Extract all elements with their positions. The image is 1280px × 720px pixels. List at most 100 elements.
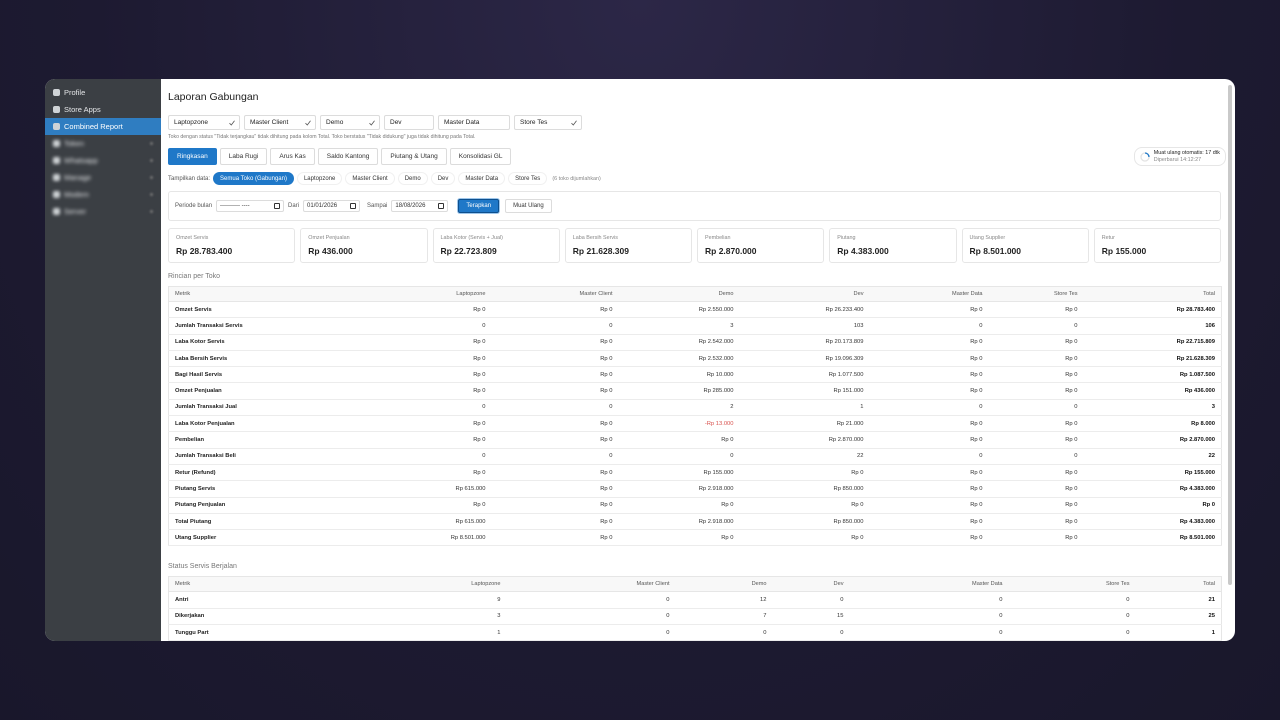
tab[interactable]: Saldo Kantong (317, 148, 379, 165)
table-cell: Rp 615.000 (368, 480, 492, 498)
sidebar-item[interactable]: Manage (45, 169, 161, 186)
table-row: Piutang Servis Rp 615.000 Rp 0 Rp 2.918.000… (168, 480, 1222, 498)
table-cell: 0 (772, 591, 850, 609)
column-header: Total (1135, 576, 1222, 593)
filter-option[interactable]: Store Tes (508, 172, 548, 185)
from-input[interactable]: 01/01/2026 (303, 200, 361, 212)
filter-option[interactable]: Demo (397, 172, 428, 185)
sidebar-label: Manage (64, 173, 92, 182)
table-cell: Rp 0 (368, 334, 492, 351)
kpi-label: Laba Bersih Servis (572, 235, 618, 241)
table-cell: Rp 0 (368, 366, 492, 384)
month-input[interactable]: ---------- ---- (216, 200, 285, 212)
table-cell: Rp 0 (491, 513, 619, 531)
table-cell: Laba Kotor Servis (168, 334, 369, 351)
sidebar-item[interactable]: Modem (45, 186, 161, 203)
status-table: Metrik Laptopzone Master Client Demo Dev Mast… (168, 576, 1222, 641)
table-cell: 3 (618, 317, 740, 335)
sidebar-icon (53, 208, 60, 215)
table-cell: Rp 0 (491, 334, 619, 351)
table-cell: Rp 0 (869, 513, 989, 531)
reload-button[interactable]: Muat Ulang (505, 199, 552, 213)
to-value: 18/08/2026 (395, 203, 426, 209)
table-row: Utang Supplier Rp 8.501.000 Rp 0 Rp 0 Rp 0 Rp… (168, 529, 1222, 547)
table-cell: 0 (849, 591, 1009, 609)
store-checkbox[interactable]: Laptopzone (168, 115, 240, 130)
table-cell: Rp 615.000 (368, 513, 492, 531)
sidebar-label: Profile (64, 88, 86, 97)
check-mark (229, 120, 235, 126)
filter-option[interactable]: Laptopzone (296, 172, 343, 185)
tab[interactable]: Konsolidasi GL (449, 148, 512, 165)
tab[interactable]: Ringkasan (168, 148, 217, 165)
sidebar-item[interactable]: Profile (45, 84, 161, 101)
tab[interactable]: Laba Rugi (219, 148, 268, 165)
table-cell: Rp 0 (491, 497, 619, 514)
filter-option[interactable]: Master Client (345, 172, 395, 185)
table-cell: 0 (869, 317, 989, 335)
table-cell: 1 (368, 624, 507, 641)
table-body: Omzet Servis Rp 0 Rp 0 Rp 2.550.000 Rp 26.23… (168, 301, 1222, 547)
kpi-card: Laba Kotor (Servis + Jual) Rp 22.723.809 (432, 228, 560, 263)
sidebar-item[interactable]: Store Apps (45, 101, 161, 118)
tab-row: Ringkasan Laba Rugi Arus Kas Saldo Kantong P… (168, 147, 1226, 166)
table-cell: Rp 0 (491, 431, 619, 449)
table-cell: Rp 155.000 (618, 464, 740, 482)
table-cell: Rp 1.077.500 (739, 366, 870, 384)
table-row: Bagi Hasil Servis Rp 0 Rp 0 Rp 10.000 Rp 1.0… (168, 366, 1222, 384)
store-checkbox[interactable]: Master Client (244, 115, 316, 130)
kpi-card: Piutang Rp 4.383.000 (829, 228, 957, 263)
store-selector: Laptopzone Master Client Demo Dev Master Dat… (168, 115, 1221, 130)
table-cell: 0 (988, 317, 1084, 335)
store-label: Store Tes (520, 119, 548, 126)
tab[interactable]: Piutang & Utang (381, 148, 447, 165)
kpi-card: Utang Supplier Rp 8.501.000 (961, 228, 1089, 263)
store-checkbox[interactable]: Store Tes (514, 115, 582, 130)
table-cell: Antri (168, 591, 369, 609)
table-cell: 15 (772, 608, 850, 626)
store-checkbox[interactable]: Master Data (438, 115, 510, 130)
table-head: Metrik Laptopzone Master Client Demo Dev Mast… (168, 576, 1222, 593)
table-cell: Rp 0 (739, 464, 870, 482)
from-label: Dari (288, 203, 300, 209)
table-cell: 0 (506, 591, 676, 609)
table-cell: Jumlah Transaksi Servis (168, 317, 369, 335)
table-cell: 106 (1083, 317, 1222, 335)
to-input[interactable]: 18/08/2026 (391, 200, 449, 212)
table-cell: Rp 2.918.000 (618, 513, 740, 531)
table-cell: Rp 0 (988, 415, 1084, 433)
table-cell: 0 (1008, 608, 1136, 626)
filter-option[interactable]: Semua Toko (Gabungan) (213, 172, 294, 185)
store-checkbox[interactable]: Demo (320, 115, 380, 130)
table-cell: Rp 0 (368, 497, 492, 514)
kpi-value: Rp 8.501.000 (969, 246, 1022, 256)
filter-option[interactable]: Dev (430, 172, 456, 185)
tab[interactable]: Arus Kas (270, 148, 315, 165)
table-row: Laba Kotor Servis Rp 0 Rp 0 Rp 2.542.000 Rp … (168, 334, 1222, 351)
column-header: Metrik (168, 576, 369, 593)
table-cell: Rp 0 (869, 350, 989, 368)
table-cell: Rp 0 (869, 366, 989, 384)
filter-option[interactable]: Master Data (458, 172, 506, 185)
kpi-label: Omzet Penjualan (308, 235, 350, 241)
sidebar-item[interactable]: Whatsapp (45, 152, 161, 169)
table-cell: Rp 0 (618, 497, 740, 514)
store-checkbox[interactable]: Dev (384, 115, 434, 130)
table-cell: 12 (675, 591, 773, 609)
table-cell: 0 (988, 399, 1084, 417)
table-cell: Rp 0 (988, 480, 1084, 498)
table-cell: Rp 0 (988, 513, 1084, 531)
header-row: Metrik Laptopzone Master Client Demo Dev Mast… (168, 576, 1222, 593)
table-row: Antri 9 0 12 0 0 0 21 (168, 591, 1222, 609)
sidebar-item[interactable]: Combined Report (45, 118, 161, 135)
apply-button[interactable]: Terapkan (458, 199, 500, 213)
sidebar-item[interactable]: Token (45, 135, 161, 152)
table-cell: Rp 2.918.000 (618, 480, 740, 498)
table-cell: Rp 0 (869, 431, 989, 449)
app-window: Profile Store Apps Combined Report Token Wha… (45, 79, 1235, 641)
scrollbar[interactable] (1228, 85, 1232, 585)
sidebar-icon (53, 174, 60, 181)
table-cell: Rp 0 (368, 350, 492, 368)
sidebar-item[interactable]: Server (45, 203, 161, 220)
table-cell: Utang Supplier (168, 529, 369, 547)
